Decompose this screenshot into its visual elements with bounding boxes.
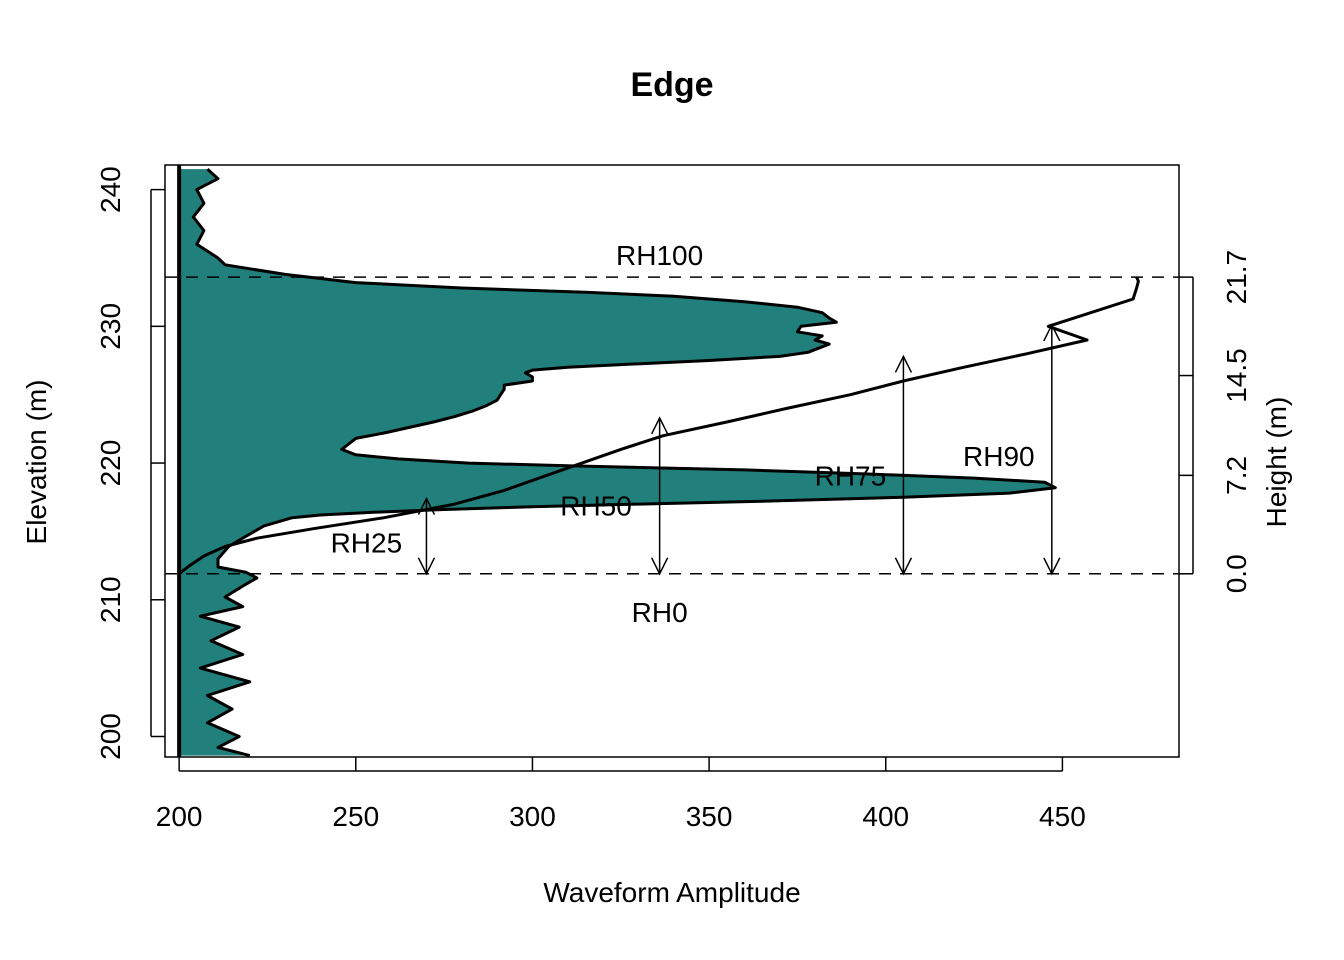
y2-tick-label: 21.7: [1221, 250, 1252, 305]
x-tick-label: 200: [156, 801, 203, 832]
waveform-fill: [179, 169, 1056, 756]
arrowhead-down: [1043, 557, 1061, 576]
plot-area: RH100 RH0 RH25 RH50 RH75 RH90: [165, 165, 1179, 758]
rh-label-rh90: RH90: [963, 441, 1035, 472]
rh-label-rh75: RH75: [815, 460, 887, 491]
chart-title: Edge: [630, 66, 713, 104]
arrow-rh25: [417, 496, 436, 576]
cumulative-curve: [178, 276, 1140, 575]
arrowhead-up: [1043, 323, 1061, 342]
plot-frame: [164, 164, 1180, 758]
arrow-rh90: [1043, 323, 1061, 576]
y-tick-label: 220: [95, 440, 126, 487]
waveform-outline: [191, 167, 1057, 758]
y-tick-label: 210: [95, 576, 126, 623]
arrow-rh75: [894, 354, 913, 576]
arrowhead-up: [894, 354, 913, 373]
arrowhead-down: [650, 557, 669, 576]
arrow-rh50: [650, 416, 669, 576]
rh-label-rh0: RH0: [632, 597, 688, 628]
x-tick-label: 350: [686, 801, 733, 832]
x-tick-label: 450: [1039, 801, 1086, 832]
y2-tick-label: 14.5: [1221, 348, 1252, 403]
arrowhead-up: [650, 416, 669, 435]
y2-tick-label: 0.0: [1221, 554, 1252, 593]
y-tick-label: 230: [95, 303, 126, 350]
y-tick-label: 200: [95, 713, 126, 760]
y-axis-label: Elevation (m): [21, 380, 52, 545]
axes: 200 250 300 350 400 450 200 210 220 230 240 0.0 7.2 1…: [95, 166, 1252, 832]
arrowhead-down: [417, 557, 436, 576]
y2-axis-label: Height (m): [1261, 397, 1292, 528]
arrowhead-down: [894, 557, 913, 576]
x-axis-label: Waveform Amplitude: [543, 877, 800, 908]
x-tick-label: 300: [509, 801, 556, 832]
arrowhead-up: [417, 496, 436, 515]
rh-label-rh100: RH100: [616, 240, 703, 271]
rh-label-rh25: RH25: [331, 527, 403, 558]
rh-label-rh50: RH50: [560, 490, 632, 521]
y2-tick-label: 7.2: [1221, 456, 1252, 495]
y-tick-label: 240: [95, 166, 126, 213]
x-tick-label: 250: [332, 801, 379, 832]
x-tick-label: 400: [862, 801, 909, 832]
